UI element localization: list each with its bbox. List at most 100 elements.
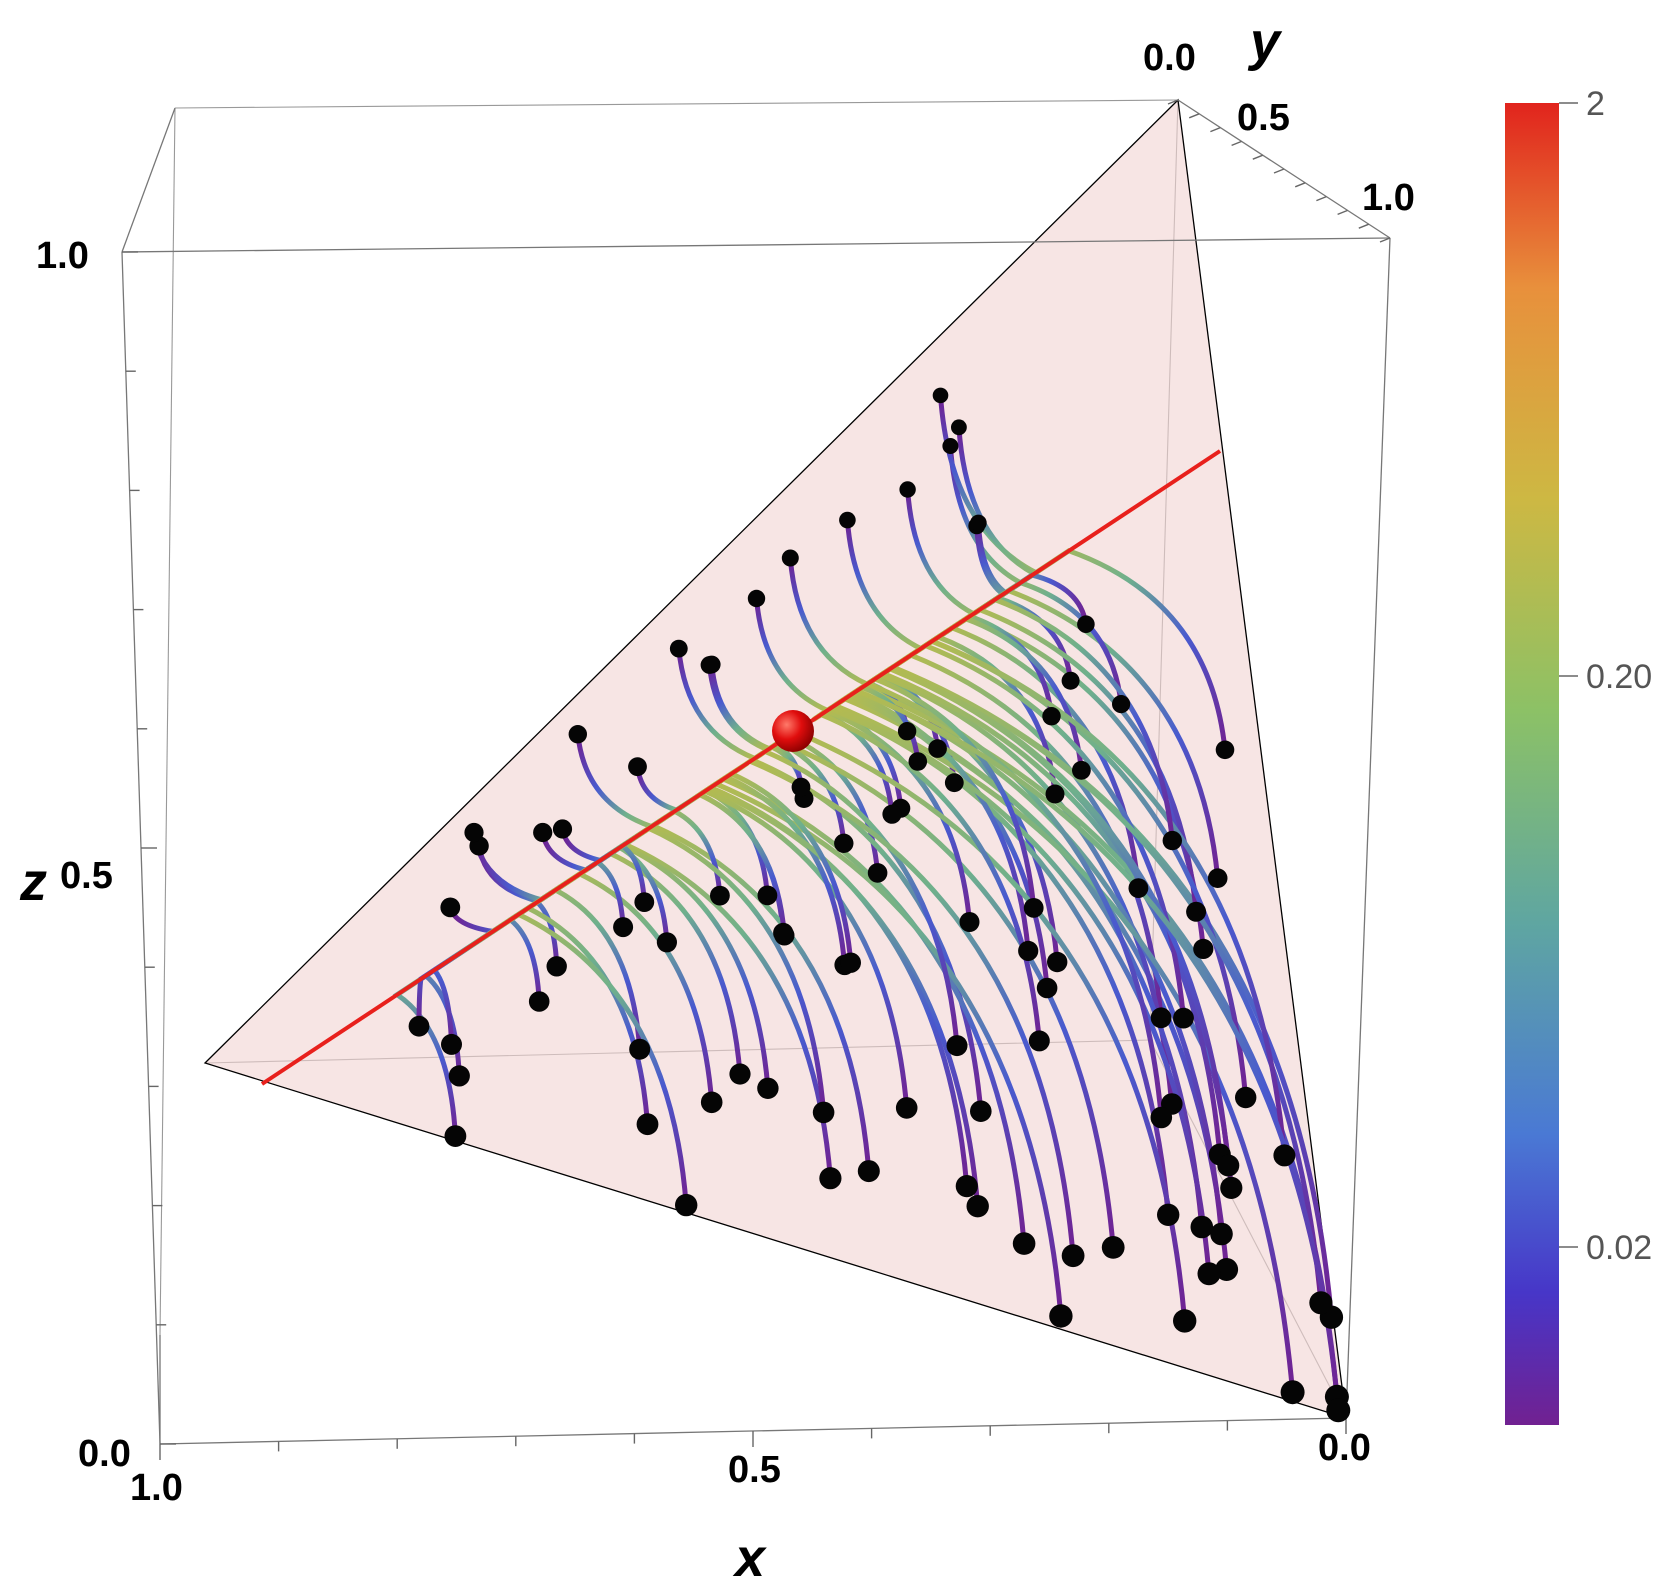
trajectory: [754, 596, 833, 719]
trajectory: [910, 625, 1141, 891]
initial-point: [675, 1193, 698, 1217]
trajectory: [844, 517, 926, 673]
y-tick-label-1: 0.0: [1143, 37, 1196, 79]
initial-point: [1235, 1086, 1257, 1109]
initial-point: [464, 822, 484, 843]
initial-point: [1028, 1030, 1050, 1052]
initial-point: [669, 639, 688, 658]
initial-point: [1157, 1203, 1180, 1227]
trajectory: [838, 687, 1341, 1413]
trajectory: [392, 927, 498, 1139]
initial-point: [700, 656, 719, 674]
initial-point: [1193, 938, 1214, 960]
colorbar-tick-label-3: 0.02: [1586, 1229, 1652, 1267]
tick-mark: [1167, 99, 1179, 105]
initial-point: [710, 885, 730, 906]
trajectory: [694, 776, 787, 938]
initial-point: [781, 549, 799, 567]
trajectory: [575, 731, 690, 830]
initial-point: [966, 1195, 989, 1218]
trajectory: [835, 690, 1031, 954]
initial-point: [1186, 901, 1207, 922]
initial-point: [1309, 1291, 1333, 1315]
initial-point: [1162, 830, 1183, 851]
initial-point: [1061, 1244, 1085, 1268]
initial-point: [700, 1091, 723, 1114]
x-tick-label-3: 0.0: [1318, 1427, 1371, 1469]
initial-point: [932, 387, 949, 404]
colorbar-tick-label-2: 0.20: [1586, 658, 1652, 696]
trajectory: [574, 836, 715, 1105]
equilibrium-point: [772, 710, 814, 752]
initial-point: [942, 438, 959, 454]
initial-point: [1077, 615, 1095, 633]
trajectory: [819, 704, 1212, 1277]
initial-point: [1049, 1304, 1073, 1328]
tick-mark: [1273, 168, 1285, 174]
initial-point: [1197, 1262, 1221, 1286]
tick-mark: [1252, 154, 1264, 160]
initial-point: [1173, 1007, 1194, 1029]
trajectory: [952, 587, 1221, 881]
trajectory: [647, 800, 872, 1174]
x-tick-label-2: 0.5: [728, 1449, 781, 1491]
initial-point: [1173, 1309, 1197, 1333]
initial-point: [970, 1100, 992, 1122]
trajectory: [822, 702, 1296, 1395]
trajectory: [792, 728, 1188, 1324]
initial-point: [568, 725, 587, 744]
trajectory: [811, 711, 1042, 1044]
tick-mark: [1231, 140, 1242, 147]
initial-point: [628, 757, 647, 777]
y-tick-label-3: 1.0: [1362, 177, 1415, 219]
initial-point: [1128, 878, 1149, 898]
initial-point: [955, 1175, 978, 1198]
x-axis-title: x: [732, 1528, 767, 1582]
initial-point: [1150, 1007, 1172, 1029]
trajectory: [774, 737, 1116, 1250]
initial-point: [812, 1101, 835, 1124]
initial-point: [839, 511, 856, 529]
trajectory: [816, 707, 972, 925]
trajectory: [643, 802, 827, 1115]
initial-point: [1045, 784, 1065, 804]
initial-point: [440, 897, 461, 918]
z-tick-label-2: 0.5: [60, 855, 113, 897]
tick-mark: [1337, 209, 1348, 216]
trajectory: [707, 662, 777, 753]
initial-point: [1280, 1380, 1305, 1405]
axis-ticks: [122, 99, 1391, 1460]
tick-mark: [1294, 182, 1306, 188]
initial-point: [757, 885, 778, 906]
initial-point: [834, 833, 854, 853]
initial-point: [970, 514, 987, 532]
tick-mark: [1379, 237, 1391, 243]
trajectory: [726, 761, 854, 966]
initial-point: [533, 822, 553, 843]
initial-point: [634, 892, 655, 912]
initial-point: [552, 819, 573, 839]
invariant-line: [260, 449, 1222, 1086]
trajectory: [787, 555, 873, 699]
initial-point: [1326, 1398, 1351, 1423]
z-tick-label-3: 1.0: [36, 235, 89, 277]
initial-point: [1101, 1236, 1125, 1259]
y-axis-title: y: [1247, 12, 1283, 72]
colorbar: 2 0.20 0.02: [1505, 85, 1652, 1425]
initial-points: [408, 387, 1351, 1423]
initial-point: [774, 925, 795, 946]
initial-point: [546, 956, 567, 977]
initial-point: [636, 1113, 659, 1136]
initial-point: [1061, 671, 1080, 690]
initial-point: [656, 932, 678, 953]
initial-point: [1215, 740, 1235, 760]
initial-point: [819, 1167, 842, 1190]
initial-point: [757, 1077, 779, 1100]
trajectory: [920, 616, 1084, 773]
initial-point: [441, 1033, 462, 1055]
initial-point: [1047, 951, 1068, 973]
initial-point: [1072, 760, 1091, 780]
trajectory: [614, 816, 670, 945]
initial-point: [613, 917, 634, 938]
